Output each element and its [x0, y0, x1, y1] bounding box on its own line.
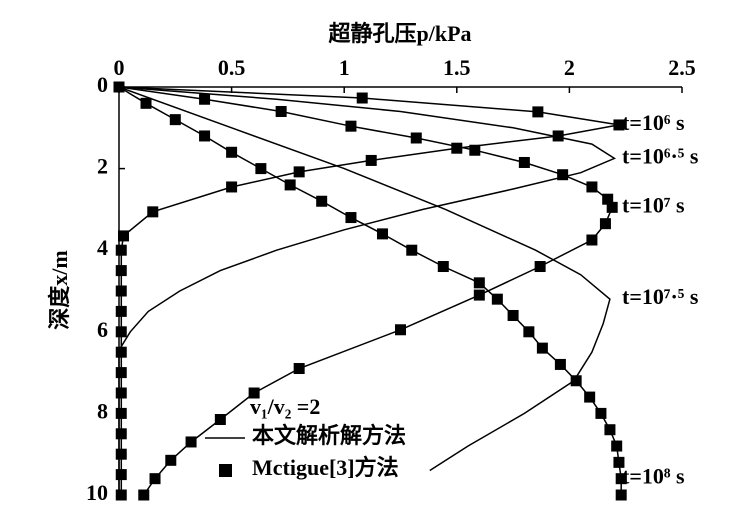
y-tick-label: 0 — [97, 72, 108, 97]
curve-label: t=10⁸ s — [622, 464, 685, 489]
marker — [284, 179, 296, 191]
marker — [115, 428, 127, 440]
marker — [113, 81, 125, 93]
marker — [115, 265, 127, 277]
marker — [115, 244, 127, 256]
x-axis-title: 超静孔压p/kPa — [328, 21, 471, 46]
marker — [410, 132, 422, 144]
marker — [255, 163, 267, 175]
marker — [248, 387, 260, 399]
marker — [115, 305, 127, 317]
marker — [518, 156, 530, 168]
marker — [473, 289, 485, 301]
marker — [165, 454, 177, 466]
marker — [345, 120, 357, 132]
marker — [118, 230, 130, 242]
y-axis-title: 深度x/m — [47, 250, 72, 329]
marker — [293, 363, 305, 375]
curve-label: t=10⁶·⁵ s — [622, 143, 699, 168]
curve-label: t=10⁷ s — [622, 192, 685, 217]
marker — [602, 193, 614, 205]
marker — [491, 293, 503, 305]
marker — [507, 309, 519, 321]
marker — [554, 358, 566, 370]
marker — [406, 244, 418, 256]
marker — [604, 424, 616, 436]
marker — [115, 326, 127, 338]
legend-title: v₁/v₂ =2 — [250, 394, 320, 419]
marker — [376, 228, 388, 240]
marker — [226, 146, 238, 158]
marker — [606, 201, 618, 213]
marker — [532, 106, 544, 118]
marker — [199, 93, 211, 105]
marker — [599, 218, 611, 230]
marker — [115, 489, 127, 501]
x-tick-label: 0 — [114, 55, 125, 80]
marker — [115, 346, 127, 358]
marker — [557, 169, 569, 181]
x-tick-label: 0.5 — [218, 55, 246, 80]
marker — [275, 105, 287, 117]
marker — [473, 277, 485, 289]
y-tick-label: 10 — [86, 480, 108, 505]
x-tick-label: 1 — [339, 55, 350, 80]
marker — [365, 154, 377, 166]
x-tick-label: 1.5 — [443, 55, 471, 80]
marker — [115, 407, 127, 419]
marker — [536, 342, 548, 354]
marker — [395, 324, 406, 336]
legend-marker-sample — [219, 464, 232, 477]
marker — [437, 261, 449, 273]
legend-marker-label: Mctigue[3]方法 — [252, 455, 399, 480]
curve-label: t=10⁷·⁵ s — [622, 284, 699, 309]
marker — [611, 440, 623, 452]
marker — [199, 130, 211, 142]
marker — [115, 367, 127, 379]
marker — [214, 414, 226, 426]
marker — [615, 473, 627, 485]
marker — [356, 92, 368, 104]
marker — [523, 326, 535, 338]
y-tick-label: 4 — [97, 235, 108, 260]
x-tick-label: 2 — [564, 55, 575, 80]
x-tick-label: 2.5 — [668, 55, 696, 80]
marker — [615, 489, 627, 501]
y-tick-label: 6 — [97, 317, 108, 342]
marker — [185, 436, 197, 448]
marker — [115, 448, 127, 460]
marker — [595, 407, 607, 419]
marker — [586, 234, 598, 246]
legend-line-label: 本文解析解方法 — [252, 423, 406, 448]
marker — [226, 181, 238, 193]
marker — [293, 166, 305, 178]
marker — [552, 130, 564, 142]
marker — [138, 489, 150, 501]
marker — [147, 206, 159, 218]
curve — [118, 86, 611, 472]
curve-label: t=10⁶ s — [622, 110, 685, 135]
marker — [115, 387, 127, 399]
marker — [613, 119, 625, 131]
marker — [469, 144, 481, 156]
marker — [451, 142, 463, 154]
marker — [169, 114, 181, 126]
y-tick-label: 8 — [97, 398, 108, 423]
marker — [316, 195, 328, 207]
marker — [586, 181, 598, 193]
y-tick-label: 2 — [97, 154, 108, 179]
marker — [534, 261, 546, 273]
marker — [115, 469, 127, 481]
marker — [613, 456, 625, 468]
marker — [140, 97, 152, 109]
marker — [570, 375, 582, 387]
marker — [584, 391, 596, 403]
marker — [115, 285, 127, 297]
marker — [345, 212, 357, 224]
curve — [118, 86, 617, 495]
marker — [149, 473, 161, 485]
